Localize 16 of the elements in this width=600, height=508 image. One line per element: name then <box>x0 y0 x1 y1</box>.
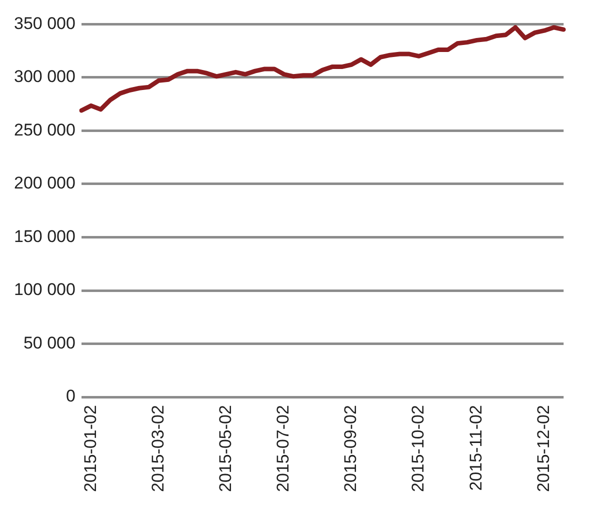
x-tick-label: 2015-03-02 <box>148 405 168 492</box>
x-tick-label: 2015-01-02 <box>80 405 100 492</box>
y-tick-label: 100 000 <box>14 280 76 300</box>
y-tick-label: 200 000 <box>14 174 76 193</box>
x-tick-label: 2015-11-02 <box>466 405 486 491</box>
x-tick-label: 2015-10-02 <box>408 405 428 492</box>
y-tick-label: 50 000 <box>23 333 76 352</box>
y-tick-label: 300 000 <box>14 67 76 86</box>
x-tick-label: 2015-05-02 <box>216 405 235 492</box>
y-tick-label: 150 000 <box>14 226 76 246</box>
x-tick-label: 2015-07-02 <box>274 405 293 492</box>
x-tick-label: 2015-09-02 <box>341 405 360 492</box>
y-tick-label: 0 <box>66 386 76 406</box>
y-tick-label: 250 000 <box>14 120 76 140</box>
x-tick-label: 2015-12-02 <box>534 405 553 492</box>
y-tick-label: 350 000 <box>14 14 76 33</box>
